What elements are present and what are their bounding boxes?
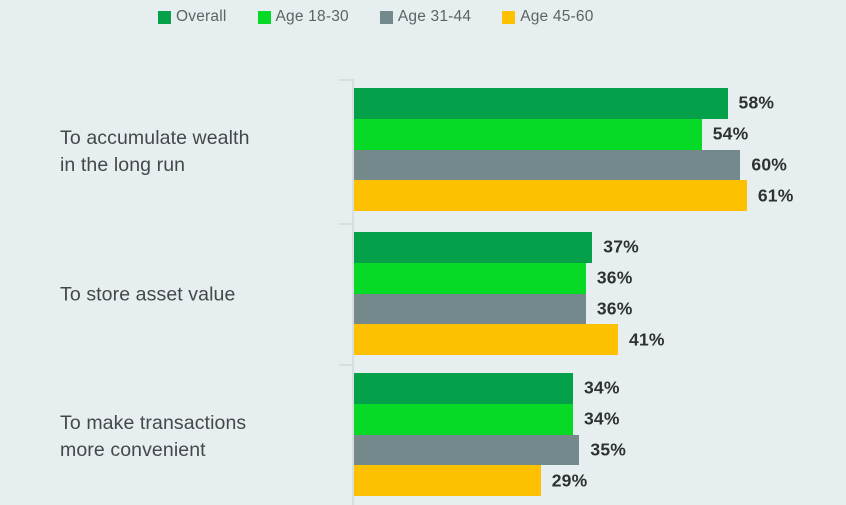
value-label-age-31-44: 35% — [590, 439, 627, 460]
legend-item-age-45-60: Age 45-60 — [502, 8, 593, 26]
category-label: To store asset value — [60, 283, 236, 306]
bar-age-45-60 — [354, 324, 619, 355]
category-group-to-store-asset-value: To store asset value 37% 36% 36% 41% — [0, 232, 846, 355]
value-label-age-18-30: 34% — [583, 408, 620, 429]
bar-age-18-30 — [354, 403, 573, 435]
value-label-age-45-60: 61% — [757, 185, 794, 206]
value-label-age-31-44: 60% — [751, 154, 788, 175]
bar-overall — [354, 373, 573, 404]
bar-age-31-44 — [354, 434, 580, 466]
category-axis-line — [352, 79, 354, 505]
bar-age-45-60 — [354, 180, 747, 211]
bar-age-31-44 — [354, 149, 741, 181]
value-label-age-45-60: 29% — [551, 470, 588, 491]
value-label-overall: 34% — [583, 377, 620, 398]
category-label: To accumulate wealth in the long run — [60, 126, 250, 176]
legend-label: Overall — [176, 8, 227, 25]
value-label-overall: 37% — [603, 236, 639, 257]
value-label-age-18-30: 54% — [712, 123, 749, 144]
legend-label: Age 31-44 — [397, 8, 472, 25]
bar-age-31-44 — [354, 293, 586, 325]
legend-swatch-age-31-44 — [379, 10, 393, 24]
legend-swatch-age-45-60 — [502, 10, 516, 24]
legend-swatch-overall — [158, 10, 171, 24]
legend-item-age-18-30: Age 18-30 — [257, 8, 349, 26]
axis-tick — [339, 364, 353, 366]
bar-age-18-30 — [354, 118, 702, 150]
category-group-to-accumulate-wealth-in-the-long-run: To accumulate wealth in the long run 58% 54… — [0, 88, 846, 211]
category-label: To make transactions more convenient — [60, 411, 247, 461]
bar-age-18-30 — [354, 262, 586, 294]
value-label-age-45-60: 41% — [629, 329, 665, 350]
chart-legend: Overall Age 18-30 Age 31-44 Age 45-60 — [158, 8, 594, 26]
legend-item-overall: Overall — [158, 8, 227, 26]
axis-tick — [339, 223, 353, 225]
bar-overall — [354, 232, 593, 263]
category-group-to-make-transactions-more-convenient: To make transactions more convenient 34% 34… — [0, 373, 846, 496]
legend-swatch-age-18-30 — [257, 10, 271, 24]
value-label-overall: 58% — [738, 92, 775, 113]
bar-age-45-60 — [354, 465, 541, 496]
legend-label: Age 45-60 — [520, 8, 594, 25]
axis-tick — [339, 79, 353, 81]
bar-overall — [354, 88, 728, 119]
value-label-age-18-30: 36% — [596, 267, 633, 288]
legend-label: Age 18-30 — [275, 8, 349, 25]
value-label-age-31-44: 36% — [596, 298, 633, 319]
legend-item-age-31-44: Age 31-44 — [379, 8, 472, 26]
